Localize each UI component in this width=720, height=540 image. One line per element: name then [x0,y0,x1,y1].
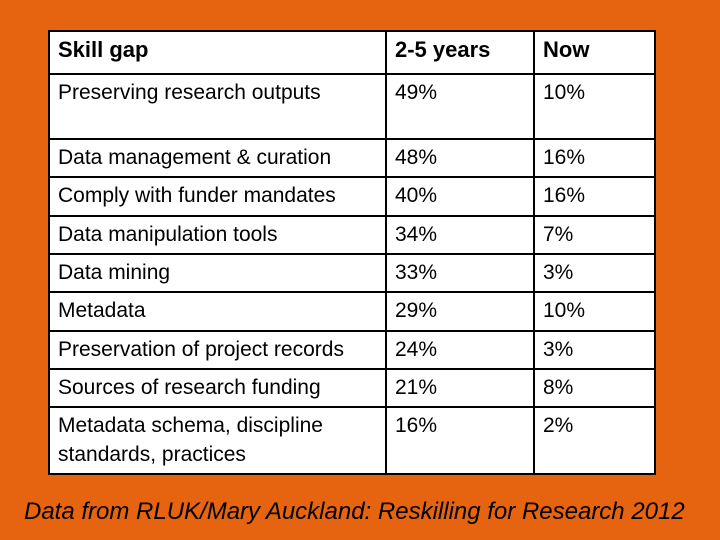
value-now-cell: 16% [533,176,656,217]
value-2-5-years-cell: 21% [385,368,535,409]
table-row: Data manipulation tools 34% 7% [48,214,656,256]
skill-gap-table: Skill gap 2-5 years Now Preserving resea… [48,30,656,476]
value-now-cell: 8% [533,368,656,409]
table-row: Data management & curation 48% 16% [48,137,656,179]
value-now-cell: 10% [533,73,656,140]
value-2-5-years-cell: 24% [385,329,535,371]
value-2-5-years-cell: 34% [385,214,535,256]
skill-name-cell: Metadata [48,291,387,332]
skill-name-cell: Preserving research outputs [48,73,387,140]
skill-name-cell: Data manipulation tools [48,214,387,256]
value-2-5-years-cell: 16% [385,406,535,476]
table-row: Preservation of project records 24% 3% [48,329,656,371]
value-2-5-years-cell: 40% [385,176,535,217]
column-header-now: Now [533,30,656,75]
table-row: Sources of research funding 21% 8% [48,368,656,409]
skill-name-cell: Comply with funder mandates [48,176,387,217]
value-now-cell: 3% [533,329,656,371]
column-header-2-5-years: 2-5 years [385,30,535,75]
skill-name-cell: Data mining [48,253,387,294]
value-now-cell: 16% [533,137,656,179]
value-now-cell: 7% [533,214,656,256]
table-row: Comply with funder mandates 40% 16% [48,176,656,217]
value-now-cell: 10% [533,291,656,332]
table-header-row: Skill gap 2-5 years Now [48,30,656,75]
table-row: Metadata schema, discipline standards, p… [48,406,656,476]
value-now-cell: 3% [533,253,656,294]
value-2-5-years-cell: 48% [385,137,535,179]
skill-name-cell: Metadata schema, discipline standards, p… [48,406,387,476]
value-2-5-years-cell: 29% [385,291,535,332]
value-2-5-years-cell: 33% [385,253,535,294]
table-row: Data mining 33% 3% [48,253,656,294]
skill-name-cell: Sources of research funding [48,368,387,409]
skill-name-cell: Preservation of project records [48,329,387,371]
value-2-5-years-cell: 49% [385,73,535,140]
table-row: Metadata 29% 10% [48,291,656,332]
value-now-cell: 2% [533,406,656,476]
column-header-skill-gap: Skill gap [48,30,387,75]
skill-name-cell: Data management & curation [48,137,387,179]
table-row: Preserving research outputs 49% 10% [48,73,656,140]
source-caption: Data from RLUK/Mary Auckland: Reskilling… [24,498,685,525]
